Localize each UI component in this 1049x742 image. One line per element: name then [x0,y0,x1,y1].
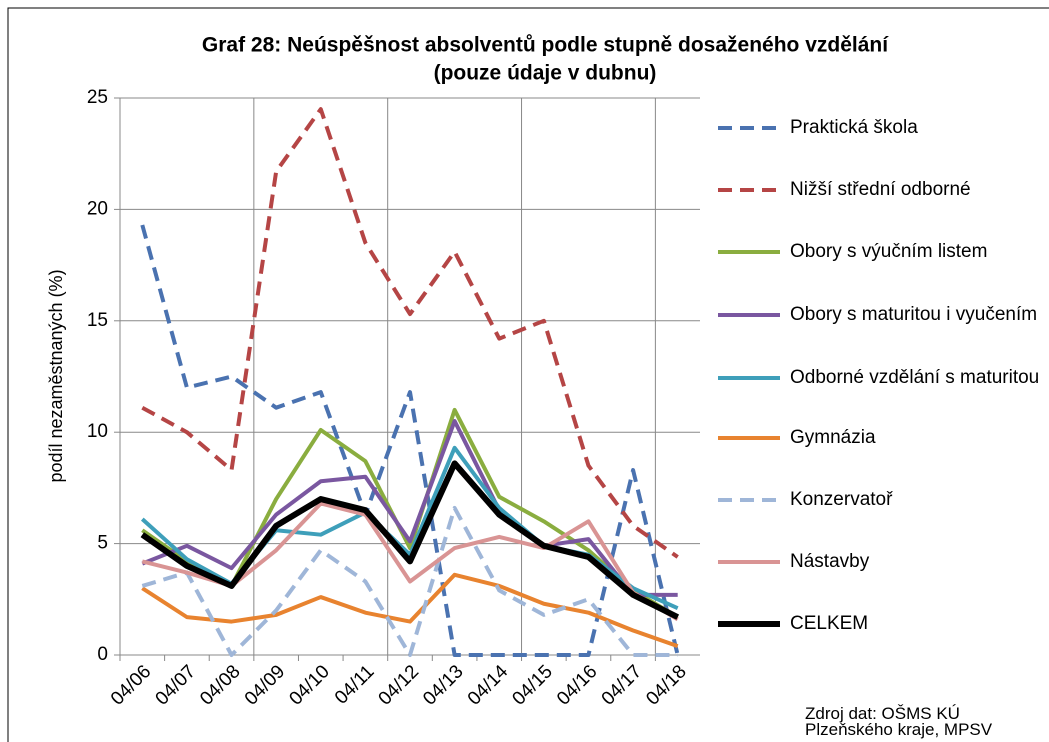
x-tick-label: 04/18 [642,661,690,709]
x-tick-label: 04/07 [152,661,200,709]
x-tick-label: 04/10 [285,661,333,709]
y-tick-label: 20 [87,198,108,219]
series-line [141,107,679,559]
y-tick-label: 25 [87,87,108,108]
x-tick-label: 04/16 [553,661,601,709]
legend-swatch [718,498,780,502]
legend-item: Odborné vzdělání s maturitou [716,365,1045,391]
legend-item: Nástavby [716,549,1045,575]
x-tick-label: 04/12 [375,661,423,709]
x-tick-label: 04/17 [598,661,646,709]
x-tick-label: 04/06 [107,661,155,709]
legend-label: Nižší střední odborné [790,179,971,200]
series-line [141,419,678,597]
legend-item: Praktická škola [716,115,1045,141]
legend-item: Obory s maturitou i vyučením [716,302,1045,328]
x-tick-label: 04/13 [419,661,467,709]
legend-swatch [718,313,780,317]
x-tick-label: 04/11 [331,661,378,708]
source-line: Plzeňského kraje, MPSV [805,720,993,739]
source: Zdroj dat: OŠMS KÚ Plzeňského kraje, MPS… [805,704,993,739]
x-tick-label: 04/15 [508,661,556,709]
legend-label: Obory s maturitou i vyučením [790,304,1038,325]
series-line [141,407,679,619]
legend-swatch [718,560,780,564]
chart-title: Graf 28: Neúspěšnost absolventů podle st… [202,34,889,57]
frame [7,7,1049,742]
legend-label: CELKEM [790,613,869,634]
series-line [140,224,680,657]
y-tick-label: 10 [87,421,108,442]
series-line [141,505,678,657]
legend-label: Konzervatoř [790,489,893,510]
legend-label: Obory s výučním listem [790,241,988,262]
legend-swatch [718,250,780,254]
legend-label: Nástavby [790,551,870,572]
x-tick-label: 04/08 [196,661,244,709]
y-axis-label: podíl nezaměstnaných (%) [46,269,66,482]
source-line: Zdroj dat: OŠMS KÚ [805,704,960,723]
legend-item: Konzervatoř [716,487,1045,513]
y-tick-label: 15 [87,310,108,331]
legend-label: Odborné vzdělání s maturitou [790,367,1040,388]
legend-swatch [718,126,780,130]
series-line [141,572,679,648]
y-tick-label: 5 [97,533,108,554]
legend-swatch [718,621,780,627]
legend-label: Gymnázia [790,427,876,448]
legend-swatch [718,376,780,380]
legend-item: Nižší střední odborné [716,177,1045,203]
legend-item: Obory s výučním listem [716,239,1045,265]
legend-label: Praktická škola [790,117,918,138]
y-tick-label: 0 [97,644,108,665]
series-line [140,460,680,620]
legend-swatch [718,436,780,440]
x-tick-label: 04/09 [241,661,289,709]
x-tick-label: 04/14 [464,661,513,710]
legend-swatch [718,188,780,192]
legend-item: CELKEM [716,611,1045,637]
chart-subtitle: (pouze údaje v dubnu) [434,62,657,85]
legend-item: Gymnázia [716,425,1045,451]
